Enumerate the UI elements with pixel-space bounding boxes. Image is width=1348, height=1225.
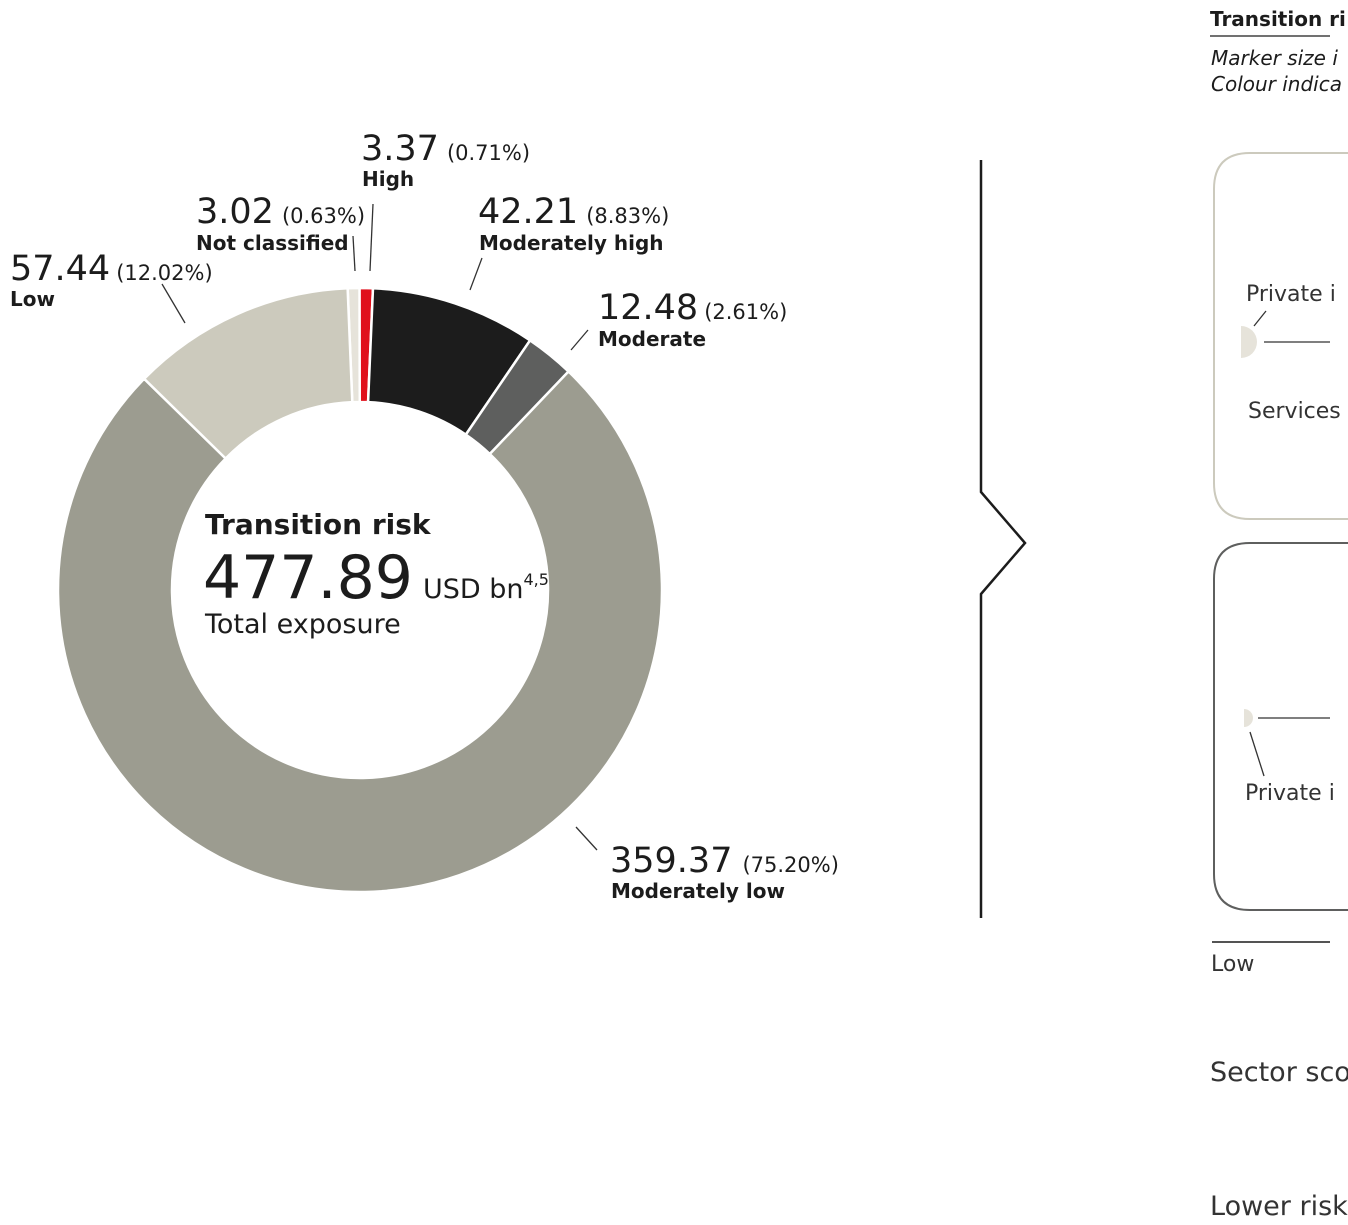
leader-not-classified — [352, 235, 356, 272]
category-moderately-low: Moderately low — [611, 879, 785, 903]
value-moderately-high: 42.21 — [478, 192, 578, 232]
note-line-1: Marker size i — [1211, 46, 1338, 70]
svg-text:57.44(12.02%): 57.44 (12.02%) — [10, 249, 213, 289]
label-moderate: 12.48 (2.61%) Moderate — [598, 288, 787, 351]
category-moderately-high: Moderately high — [479, 231, 664, 255]
label-low: 57.44 (12.02%) Low — [10, 249, 213, 311]
total-unit: USD bn — [423, 574, 524, 605]
leader-moderately-low — [575, 826, 598, 851]
box1-label-bottom: Services — [1248, 399, 1341, 424]
category-moderate: Moderate — [598, 327, 706, 351]
slice-moderately-low — [56, 370, 664, 894]
value-high: 3.37 — [361, 129, 439, 169]
chart-subtitle: Total exposure — [204, 609, 401, 640]
slice-low — [142, 287, 354, 460]
box2-leader — [1249, 731, 1265, 777]
percent-moderately-low: (75.20%) — [742, 853, 838, 877]
percent-low: (12.02%) — [116, 261, 212, 285]
percent-not-classified: (0.63%) — [282, 204, 365, 228]
svg-text:3.37(0.71%): 3.37 (0.71%) — [361, 129, 530, 169]
label-moderately-low: 359.37 (75.20%) Moderately low — [610, 841, 839, 903]
category-not-classified: Not classified — [196, 231, 349, 255]
sector-box-2 — [1213, 542, 1348, 911]
sector-score-label: Sector sco — [1210, 1057, 1348, 1088]
percent-moderately-high: (8.83%) — [586, 204, 669, 228]
donut-center: Transition risk 477.89 USD bn4,5 Total ex… — [203, 508, 549, 640]
leader-high — [369, 203, 374, 272]
value-not-classified: 3.02 — [196, 192, 274, 232]
percent-high: (0.71%) — [447, 141, 530, 165]
box1-leader — [1253, 310, 1267, 327]
right-panel: Transition ri Marker size i Colour indic… — [1210, 7, 1348, 1222]
note-line-2: Colour indica — [1211, 72, 1342, 96]
donut-chart — [56, 286, 664, 894]
svg-text:3.02(0.63%): 3.02 (0.63%) — [196, 192, 365, 232]
label-moderately-high: 42.21 (8.83%) Moderately high — [478, 192, 669, 255]
box1-label-top: Private i — [1246, 282, 1336, 307]
svg-text:359.37(75.20%): 359.37 (75.20%) — [610, 841, 839, 881]
leader-lines — [161, 203, 598, 851]
leader-moderate — [570, 329, 589, 351]
percent-moderate: (2.61%) — [704, 300, 787, 324]
svg-text:12.48(2.61%): 12.48 (2.61%) — [598, 288, 787, 328]
total-exposure-value: 477.89 — [203, 543, 413, 613]
separator-brace — [979, 160, 1027, 918]
sector-box-1 — [1213, 152, 1348, 520]
leader-low — [161, 283, 186, 324]
value-moderately-low: 359.37 — [610, 841, 732, 881]
chart-title: Transition risk — [205, 508, 432, 541]
svg-text:42.21(8.83%): 42.21 (8.83%) — [478, 192, 669, 232]
category-low: Low — [10, 287, 55, 311]
box1-marker — [1241, 326, 1257, 358]
label-high: 3.37 (0.71%) High — [361, 129, 530, 191]
value-moderate: 12.48 — [598, 288, 698, 328]
axis-low-label: Low — [1211, 952, 1254, 977]
value-low: 57.44 — [10, 249, 110, 289]
label-not-classified: 3.02 (0.63%) Not classified — [196, 192, 365, 255]
unit-footnote: 4,5 — [523, 570, 548, 589]
box2-label: Private i — [1245, 781, 1335, 806]
leader-moderately-high — [469, 257, 483, 291]
lower-risk-label: Lower risk — [1210, 1191, 1348, 1221]
right-panel-title: Transition ri — [1210, 7, 1346, 31]
category-high: High — [362, 167, 414, 191]
box2-marker — [1244, 709, 1253, 727]
